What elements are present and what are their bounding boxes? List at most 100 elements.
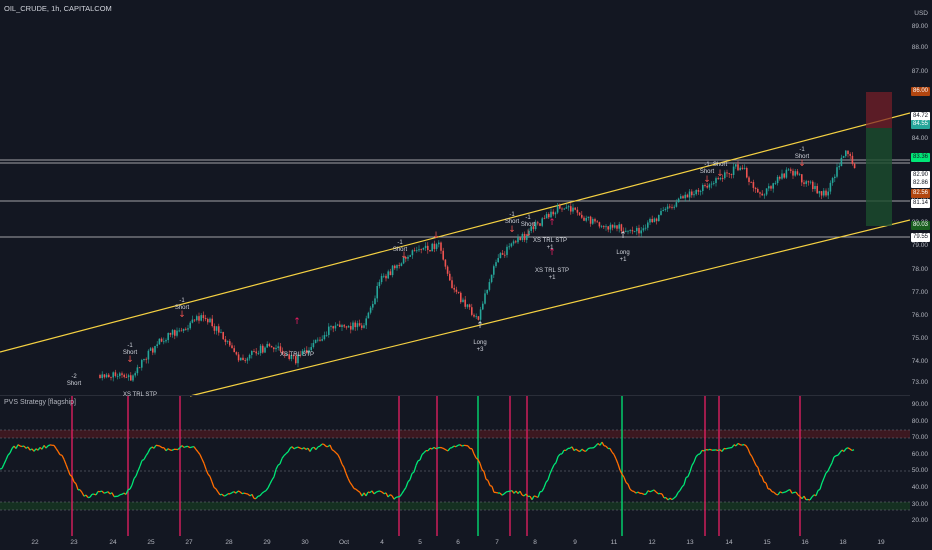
strategy-annotation: Long +1 xyxy=(616,250,630,263)
candle-body xyxy=(574,207,576,210)
candle-body xyxy=(336,324,339,326)
candle-body xyxy=(812,181,814,190)
candle-body xyxy=(125,376,128,378)
candle-body xyxy=(805,181,807,184)
candle-body xyxy=(710,183,713,185)
candle-body xyxy=(411,250,414,256)
candle-body xyxy=(750,181,752,183)
osc-segment xyxy=(613,454,617,460)
price-axis[interactable]: USD 89.0088.0087.0085.0084.0083.0082.008… xyxy=(910,0,932,536)
candle-body xyxy=(108,374,110,378)
candle-body xyxy=(449,273,451,281)
candle-body xyxy=(255,351,257,354)
osc-segment xyxy=(605,445,609,449)
candle-body xyxy=(677,198,680,203)
candle-body xyxy=(207,319,209,323)
candle-body xyxy=(779,176,781,179)
osc-segment xyxy=(211,481,215,488)
candle-body xyxy=(101,374,103,379)
osc-segment xyxy=(421,452,425,456)
candle-body xyxy=(451,280,453,288)
candle-body xyxy=(136,367,139,374)
osc-segment xyxy=(339,458,343,465)
candle-body xyxy=(537,222,539,224)
osc-segment xyxy=(817,488,821,492)
candle-body xyxy=(334,325,337,329)
osc-segment xyxy=(829,462,833,467)
osc-segment xyxy=(79,489,83,493)
candle-body xyxy=(506,246,508,255)
osc-segment xyxy=(17,444,21,447)
candle-body xyxy=(721,178,724,179)
osc-segment xyxy=(695,454,699,458)
osc-segment xyxy=(429,447,433,450)
candle-body xyxy=(468,304,471,308)
osc-segment xyxy=(693,456,697,463)
candle-body xyxy=(798,174,801,176)
candle-body xyxy=(754,187,757,190)
osc-segment xyxy=(537,491,541,498)
candle-body xyxy=(248,354,251,359)
osc-segment xyxy=(455,444,459,448)
osc-segment xyxy=(561,449,565,455)
oscillator-title[interactable]: PVS Strategy [flagship] xyxy=(4,399,76,406)
candle-body xyxy=(127,375,130,378)
symbol-header[interactable]: OIL_CRUDE, 1h, CAPITALCOM xyxy=(4,4,112,13)
candle-body xyxy=(204,317,207,320)
osc-segment xyxy=(1,463,5,469)
candle-body xyxy=(116,375,119,377)
osc-segment xyxy=(145,452,149,457)
time-tick: 6 xyxy=(456,539,460,546)
candle-body xyxy=(658,214,660,222)
strategy-annotation: XS TRL STP +1 xyxy=(532,238,568,251)
osc-segment xyxy=(291,446,295,450)
candle-body xyxy=(781,173,783,179)
osc-segment xyxy=(745,445,749,450)
osc-segment xyxy=(55,447,59,452)
price-chart[interactable]: ↓ ↓ ↑ ↓ ↓ ↓ ↓ ↑ ↑ ↓ ↓ ↓ ↑ ↑ xyxy=(0,0,910,536)
candle-body xyxy=(372,304,374,308)
candle-body xyxy=(600,226,603,227)
osc-segment xyxy=(69,474,73,478)
osc-segment xyxy=(681,484,685,488)
osc-segment xyxy=(295,446,299,449)
candle-body xyxy=(541,218,543,226)
candle-body xyxy=(552,211,554,215)
osc-segment xyxy=(487,480,491,486)
osc-segment xyxy=(549,468,553,474)
osc-segment xyxy=(751,456,755,462)
candle-body xyxy=(587,216,590,218)
osc-segment xyxy=(203,463,207,470)
candle-body xyxy=(583,217,585,221)
osc-segment xyxy=(223,494,227,497)
candle-body xyxy=(768,186,770,189)
osc-segment xyxy=(347,477,351,483)
time-tick: 24 xyxy=(109,539,117,546)
candle-body xyxy=(653,218,656,223)
price-tag: 86.00 xyxy=(910,87,930,96)
strategy-annotation: -1 Short xyxy=(392,240,408,253)
candle-body xyxy=(319,339,321,341)
candle-body xyxy=(163,341,165,343)
candle-body xyxy=(759,192,761,194)
signal-arrow-icon: ↓ xyxy=(716,169,724,179)
candle-body xyxy=(147,350,150,360)
pane-separator[interactable] xyxy=(0,395,910,396)
candle-body xyxy=(504,254,506,256)
strategy-annotation: -1 Short xyxy=(794,147,810,160)
osc-segment xyxy=(811,494,815,498)
target-box xyxy=(866,128,892,226)
strategy-annotation: -1 Short xyxy=(520,215,536,228)
candle-body xyxy=(264,347,266,353)
time-axis[interactable]: 22 23 24 25 27 28 29 30 Oct 4 5 6 7 8 9 11 12 13 14 15 16 18 1… xyxy=(0,536,910,550)
osc-segment xyxy=(471,448,475,455)
candle-body xyxy=(611,224,614,228)
osc-segment xyxy=(195,449,199,453)
osc-segment xyxy=(297,446,301,449)
osc-segment xyxy=(433,446,437,450)
osc-segment xyxy=(409,473,413,480)
candle-body xyxy=(352,322,354,330)
osc-segment xyxy=(815,490,819,496)
time-tick: 28 xyxy=(225,539,233,546)
